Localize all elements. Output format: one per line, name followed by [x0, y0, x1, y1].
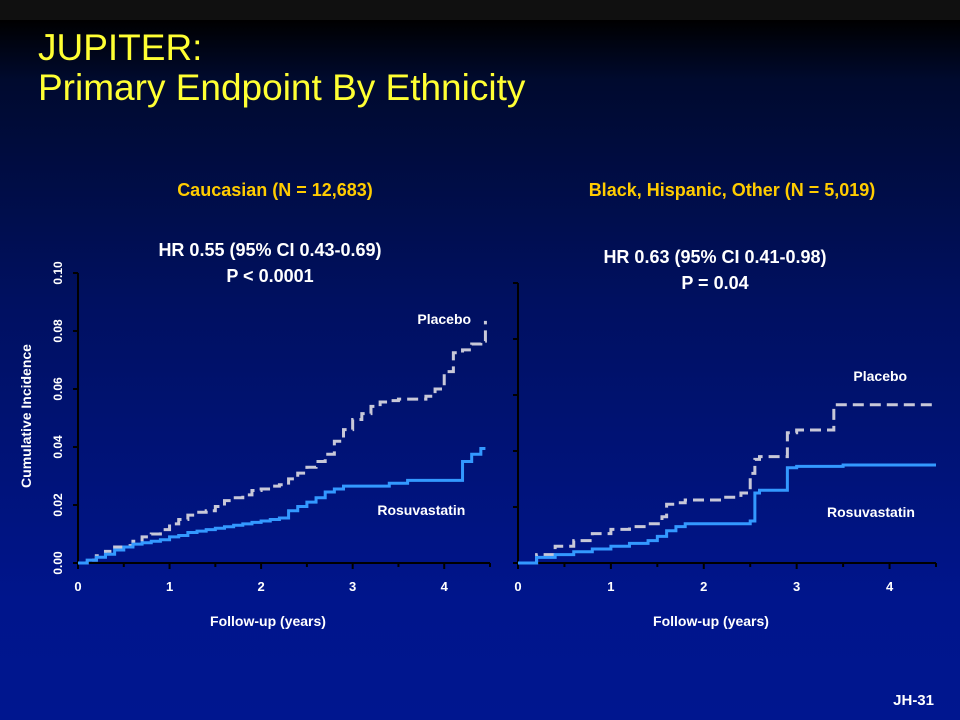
x-tick-label: 4 — [886, 579, 894, 594]
rosuvastatin-series-line — [78, 446, 486, 565]
hr-annotation-other: HR 0.63 (95% CI 0.41-0.98) P = 0.04 — [545, 244, 885, 296]
x-tick-label: 2 — [700, 579, 707, 594]
y-tick-label: 0.00 — [51, 551, 65, 575]
placebo-series-label: Placebo — [417, 311, 471, 327]
hr-line: HR 0.55 (95% CI 0.43-0.69) — [158, 240, 382, 260]
x-axis-label: Follow-up (years) — [653, 613, 769, 629]
placebo-series-line — [78, 320, 487, 565]
x-tick-label: 3 — [349, 579, 356, 594]
y-tick-label: 0.06 — [51, 377, 65, 401]
slide-id: JH-31 — [893, 692, 934, 709]
x-tick-label: 1 — [607, 579, 614, 594]
panel-title-other: Black, Hispanic, Other (N = 5,019) — [588, 180, 876, 200]
x-tick-label: 0 — [514, 579, 521, 594]
x-tick-label: 2 — [257, 579, 264, 594]
x-tick-label: 3 — [793, 579, 800, 594]
placebo-series-line — [518, 403, 936, 565]
panel-title-caucasian: Caucasian (N = 12,683) — [177, 180, 373, 200]
rosuvastatin-series-label: Rosuvastatin — [377, 502, 465, 518]
x-tick-label: 0 — [74, 579, 81, 594]
rosuvastatin-series-line — [518, 463, 936, 565]
slide-title-line1: JUPITER: — [38, 27, 203, 68]
hr-annotation-caucasian: HR 0.55 (95% CI 0.43-0.69) P < 0.0001 — [100, 237, 440, 289]
p-value-line: P = 0.04 — [681, 273, 749, 293]
chart-panel-other: 0 1 2 3 4 Follow-up (years) Placebo Rosuvastati… — [513, 282, 937, 629]
y-tick-label: 0.02 — [51, 493, 65, 517]
x-tick-label: 4 — [441, 579, 449, 594]
placebo-series-label: Placebo — [853, 368, 907, 384]
chart-panel-caucasian: 0.00 0.02 0.04 0.06 0.08 0.10 0 1 2 3 4 Follow-up (… — [18, 261, 491, 629]
p-value-line: P < 0.0001 — [226, 266, 314, 286]
x-tick-label: 1 — [166, 579, 173, 594]
top-bar — [0, 0, 960, 20]
slide-title-line2: Primary Endpoint By Ethnicity — [38, 67, 526, 108]
hr-line: HR 0.63 (95% CI 0.41-0.98) — [603, 247, 827, 267]
x-axis-label: Follow-up (years) — [210, 613, 326, 629]
rosuvastatin-series-label: Rosuvastatin — [827, 504, 915, 520]
y-tick-label: 0.10 — [51, 261, 65, 285]
y-tick-label: 0.08 — [51, 319, 65, 343]
y-tick-label: 0.04 — [51, 435, 65, 459]
slide-title: JUPITER: Primary Endpoint By Ethnicity — [38, 28, 525, 108]
y-axis-label: Cumulative Incidence — [18, 344, 34, 488]
